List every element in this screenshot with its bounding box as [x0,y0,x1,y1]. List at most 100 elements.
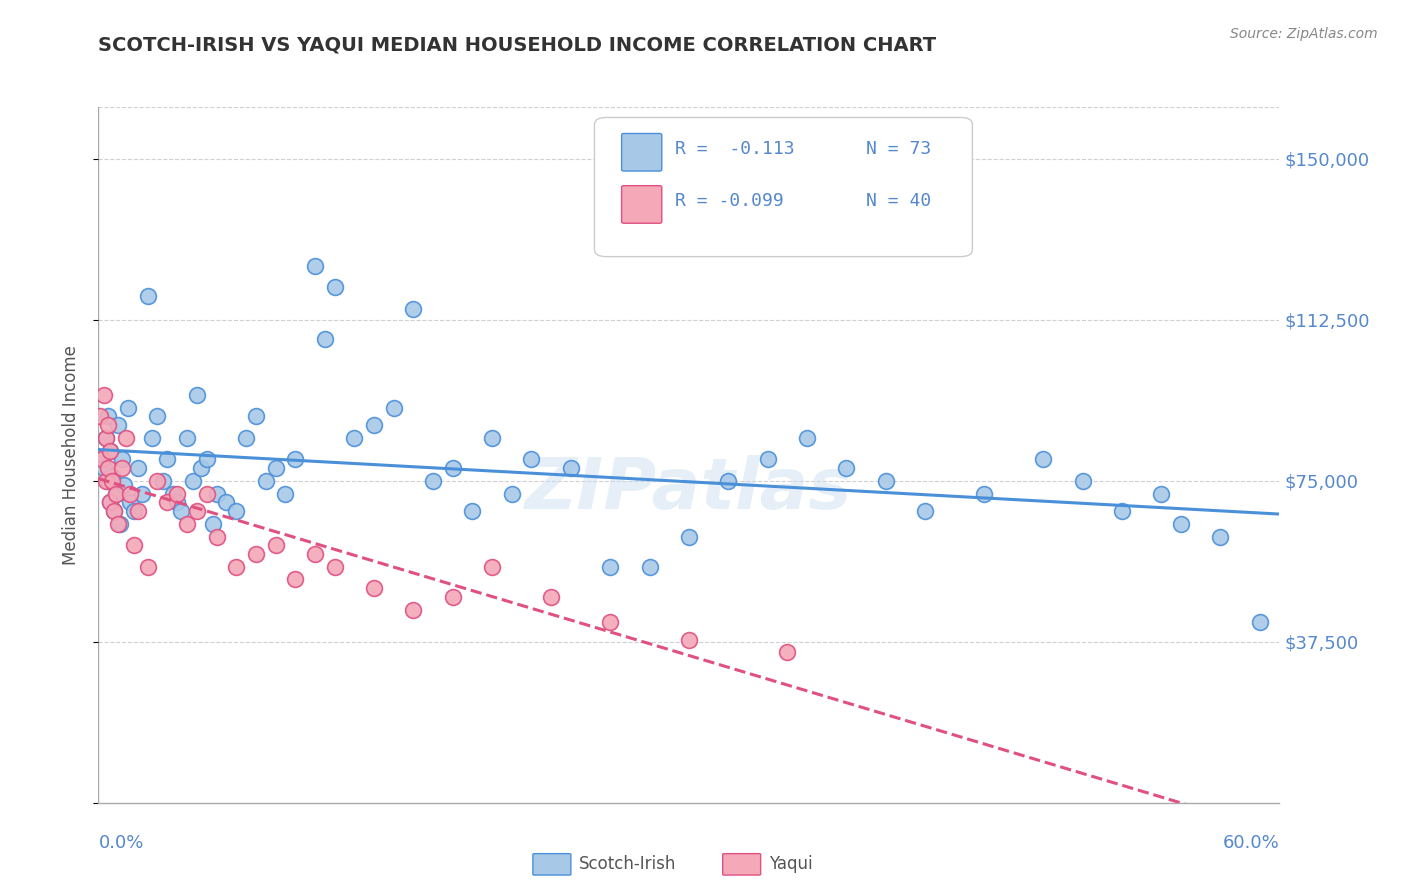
FancyBboxPatch shape [595,118,973,257]
Text: 0.0%: 0.0% [98,834,143,852]
Point [402,301,425,316]
Point [835,460,858,475]
Point [717,474,740,488]
Point [103,504,125,518]
Point [756,452,779,467]
Text: N = 73: N = 73 [866,140,931,158]
Text: 60.0%: 60.0% [1223,834,1279,852]
Point [323,280,346,294]
Point [195,452,218,467]
Point [638,559,661,574]
Point [131,486,153,500]
Point [115,431,138,445]
Point [540,590,562,604]
Point [264,460,287,475]
Text: SCOTCH-IRISH VS YAQUI MEDIAN HOUSEHOLD INCOME CORRELATION CHART: SCOTCH-IRISH VS YAQUI MEDIAN HOUSEHOLD I… [98,36,936,54]
Point [599,615,621,630]
Point [304,259,326,273]
Point [973,486,995,500]
Point [152,474,174,488]
Point [776,645,799,659]
Point [1209,529,1232,543]
Point [107,417,129,432]
Point [166,495,188,509]
FancyBboxPatch shape [621,186,662,223]
Point [156,495,179,509]
Point [225,559,247,574]
Point [678,529,700,543]
Point [245,547,267,561]
Point [481,431,503,445]
Point [103,504,125,518]
Point [461,504,484,518]
Point [91,452,114,467]
Point [181,474,204,488]
Point [520,452,543,467]
Text: N = 40: N = 40 [866,192,931,210]
Point [136,559,159,574]
Point [105,486,128,500]
Point [105,486,128,500]
Point [402,602,425,616]
Point [156,452,179,467]
Point [96,431,118,445]
Point [914,504,936,518]
Point [97,417,120,432]
Point [162,486,184,500]
Point [323,559,346,574]
Point [422,474,444,488]
Point [127,504,149,518]
Point [284,452,307,467]
Point [176,516,198,531]
Point [264,538,287,552]
Point [1150,486,1173,500]
Point [141,431,163,445]
Point [441,590,464,604]
Point [98,495,121,509]
Point [205,486,228,500]
Point [235,431,257,445]
Point [117,401,139,415]
Point [98,495,121,509]
Point [1032,452,1054,467]
Point [166,486,188,500]
Point [875,474,897,488]
Point [111,460,134,475]
Point [225,504,247,518]
Point [176,431,198,445]
Point [97,460,120,475]
Point [118,486,141,500]
Point [118,495,141,509]
Point [201,516,224,531]
Point [96,431,118,445]
Point [122,504,145,518]
Point [195,486,218,500]
Point [441,460,464,475]
Point [205,529,228,543]
Point [343,431,366,445]
Point [112,478,135,492]
Point [186,388,208,402]
Point [274,486,297,500]
Text: Source: ZipAtlas.com: Source: ZipAtlas.com [1230,27,1378,41]
Point [363,417,385,432]
Text: R = -0.099: R = -0.099 [675,192,783,210]
Text: R =  -0.113: R = -0.113 [675,140,794,158]
Point [678,632,700,647]
Text: ZIPatlas: ZIPatlas [526,455,852,524]
Point [190,460,212,475]
Point [245,409,267,424]
Point [108,516,131,531]
Point [254,474,277,488]
Point [98,443,121,458]
Point [796,431,818,445]
Point [91,452,114,467]
Point [1071,474,1094,488]
Point [97,474,120,488]
Point [481,559,503,574]
Point [501,486,523,500]
Point [89,409,111,424]
Point [215,495,238,509]
Point [1249,615,1271,630]
Point [96,474,118,488]
